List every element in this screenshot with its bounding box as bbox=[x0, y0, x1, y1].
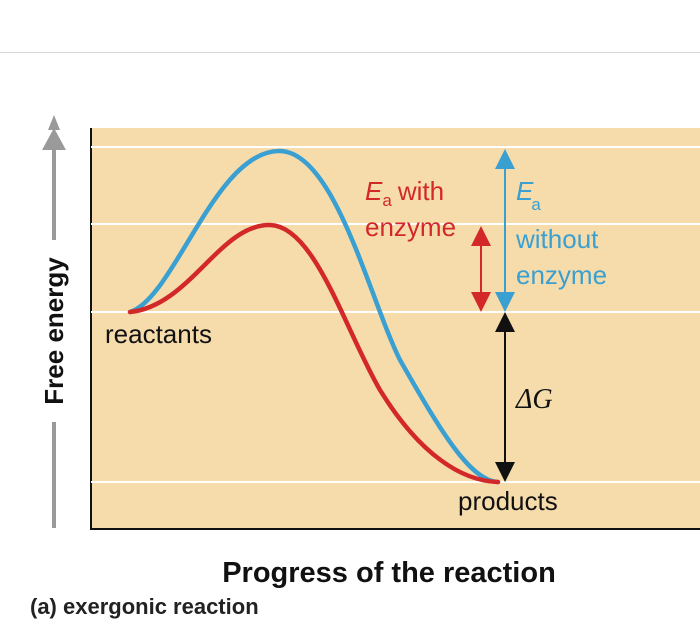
ea-with-word: with bbox=[397, 176, 444, 206]
delta-g-label: ΔG bbox=[515, 384, 553, 415]
figure-caption-fragment: (a) exergonic reaction bbox=[30, 594, 259, 619]
reactants-label: reactants bbox=[105, 319, 212, 349]
ea-symbol: E bbox=[516, 176, 534, 206]
ea-subscript: a bbox=[382, 191, 392, 210]
products-label: products bbox=[458, 486, 558, 516]
ea-with-enzyme-label-line2: enzyme bbox=[365, 212, 456, 242]
y-axis-arrow-head bbox=[48, 115, 60, 130]
y-axis-arrow-head bbox=[42, 128, 66, 150]
top-divider bbox=[0, 52, 700, 53]
curve-with-enzyme bbox=[127, 222, 501, 485]
ea-without-enzyme-label: Ea bbox=[516, 176, 541, 214]
curve-without-enzyme bbox=[127, 148, 501, 485]
ea-symbol: E bbox=[365, 176, 383, 206]
ea-with-enzyme-label: Ea with bbox=[365, 176, 444, 210]
x-axis-label: Progress of the reaction bbox=[222, 557, 556, 589]
y-axis-label: Free energy bbox=[39, 257, 69, 405]
ea-subscript: a bbox=[531, 195, 541, 214]
ea-without-enzyme-label-line3: enzyme bbox=[516, 260, 607, 290]
plot-panel bbox=[90, 128, 700, 530]
ea-without-enzyme-label-line2: without bbox=[515, 224, 599, 254]
